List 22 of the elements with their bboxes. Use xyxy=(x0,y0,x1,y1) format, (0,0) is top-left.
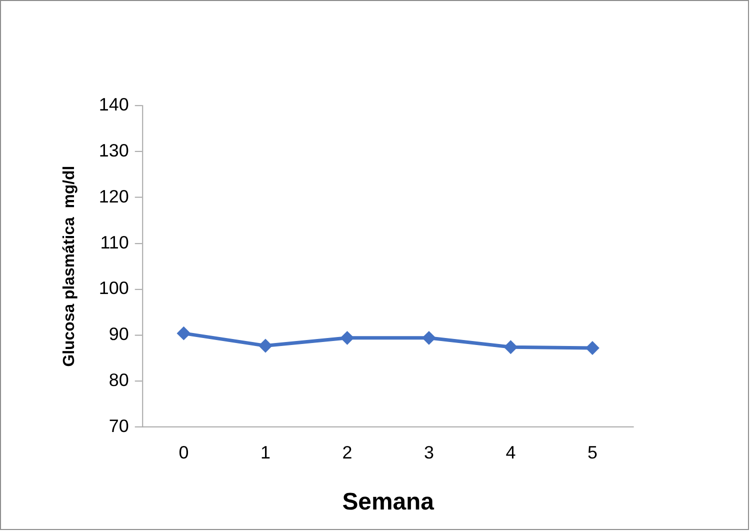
point xyxy=(585,341,600,355)
x-tick-label: 4 xyxy=(506,442,516,463)
x-axis-title: Semana xyxy=(342,488,435,516)
point xyxy=(422,330,436,345)
point xyxy=(340,330,354,345)
x-tick-label: 2 xyxy=(342,442,352,463)
y-tick-label: 90 xyxy=(108,324,129,344)
x-tick-label: 3 xyxy=(424,442,434,463)
x-tick-label: 5 xyxy=(587,442,598,463)
y-tick-label: 140 xyxy=(98,94,129,115)
point xyxy=(504,340,518,354)
point xyxy=(258,338,272,353)
point xyxy=(176,326,191,340)
y-axis-title: Glucosa plasmática mg/dl xyxy=(60,166,78,367)
y-tick-label: 110 xyxy=(100,232,129,252)
y-tick-label: 130 xyxy=(98,140,129,160)
x-tick-label: 1 xyxy=(260,442,270,463)
y-tick-label: 80 xyxy=(108,370,129,390)
x-tick-label: 0 xyxy=(178,442,189,463)
y-tick-label: 100 xyxy=(98,278,129,298)
y-tick-label: 70 xyxy=(108,416,129,436)
y-tick-label: 120 xyxy=(98,186,129,206)
